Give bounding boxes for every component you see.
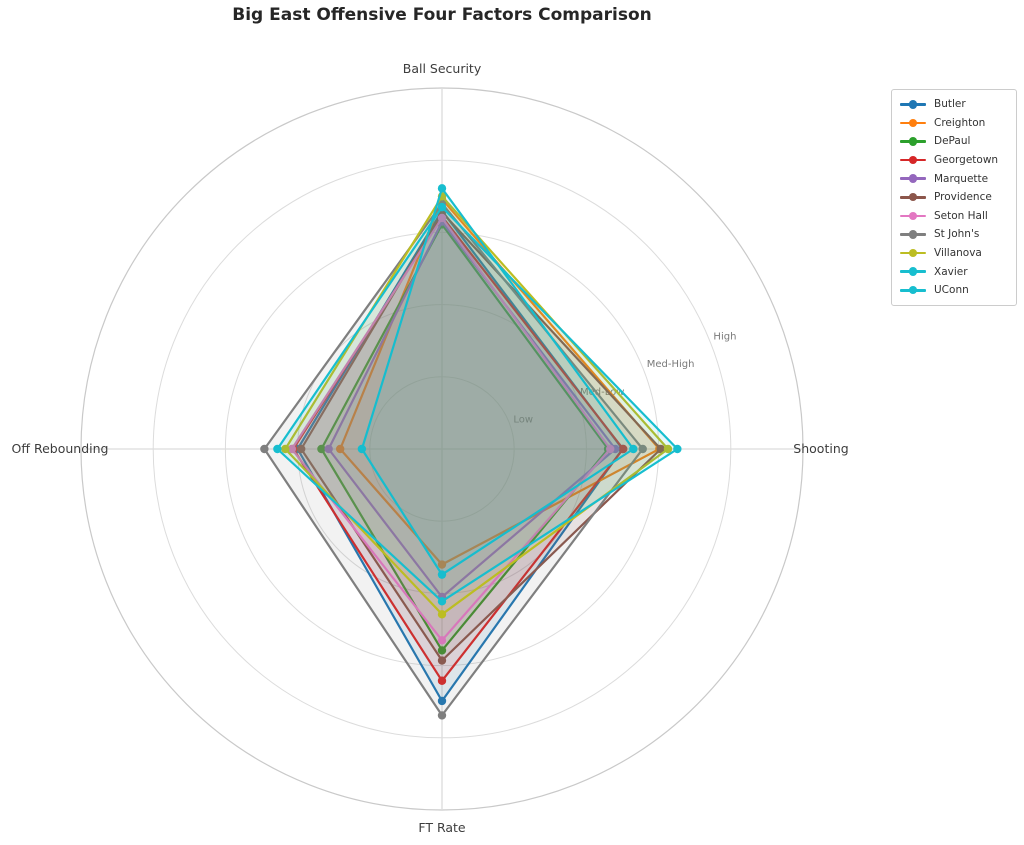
series-fill-depaul	[321, 224, 609, 651]
legend-dot-icon	[909, 193, 918, 202]
legend-item-providence: Providence	[900, 188, 1007, 207]
legend-dot-icon	[909, 267, 918, 276]
legend-label: St John's	[934, 228, 980, 241]
axis-label-ball-security: Ball Security	[403, 61, 482, 76]
legend-dot-icon	[909, 230, 918, 239]
series-marker-seton-hall	[437, 636, 447, 645]
series-marker-villanova	[437, 610, 447, 619]
series-marker-villanova	[281, 444, 290, 454]
legend-item-marquette: Marquette	[900, 169, 1007, 188]
series-marker-creighton	[335, 444, 345, 454]
legend-line-marker-icon	[900, 174, 926, 183]
legend-label: Xavier	[934, 265, 968, 278]
series-fill-georgetown	[293, 216, 624, 681]
series-fill-marquette	[328, 221, 616, 597]
legend-line-marker-icon	[900, 137, 926, 146]
series-marker-depaul	[317, 444, 326, 454]
legend-dot-icon	[909, 211, 918, 221]
series-marker-villanova	[663, 444, 673, 454]
legend-dot-icon	[909, 137, 918, 146]
series-fill-providence	[301, 212, 661, 661]
chart-title: Big East Offensive Four Factors Comparis…	[232, 5, 652, 25]
legend-label: Marquette	[934, 172, 989, 185]
series-marker-xavier	[437, 570, 447, 579]
radial-tick-label: High	[713, 332, 736, 343]
legend-line-marker-icon	[900, 267, 926, 276]
series-marker-providence	[437, 656, 447, 665]
legend-dot-icon	[909, 100, 918, 109]
radial-tick-label: Med-Low	[580, 387, 624, 398]
series-marker-creighton	[437, 560, 447, 569]
legend-label: DePaul	[934, 135, 971, 148]
legend-line-marker-icon	[900, 118, 926, 128]
series-fill-villanova	[285, 196, 668, 615]
legend-dot-icon	[909, 155, 918, 165]
legend-label: UConn	[934, 284, 969, 297]
series-marker-seton-hall	[287, 444, 297, 454]
series-marker-uconn	[673, 444, 682, 454]
legend-line-marker-icon	[900, 193, 926, 202]
legend-dot-icon	[909, 174, 918, 183]
legend-line-marker-icon	[900, 100, 926, 109]
series-marker-georgetown	[619, 444, 628, 454]
series-marker-uconn	[437, 202, 447, 212]
series-marker-xavier	[629, 444, 638, 454]
legend-label: Creighton	[934, 116, 986, 129]
legend-dot-icon	[909, 286, 918, 295]
series-fill-creighton	[340, 199, 660, 565]
series-marker-butler	[437, 696, 447, 706]
series-marker-depaul	[437, 646, 447, 655]
legend-line-marker-icon	[900, 230, 926, 239]
legend-item-butler: Butler	[900, 95, 1007, 114]
legend-item-xavier: Xavier	[900, 262, 1007, 281]
series-fill-uconn	[277, 207, 678, 602]
axis-label-shooting: Shooting	[793, 441, 848, 456]
series-marker-seton-hall	[437, 213, 447, 223]
series-marker-providence	[297, 444, 306, 454]
legend-item-creighton: Creighton	[900, 114, 1007, 133]
axis-label-ft-rate: FT Rate	[418, 820, 466, 835]
legend-label: Villanova	[934, 247, 982, 260]
radial-tick-label: Low	[513, 414, 533, 425]
series-marker-xavier	[437, 184, 447, 193]
series-marker-marquette	[324, 444, 333, 454]
legend-label: Georgetown	[934, 154, 999, 167]
axis-label-off-rebounding: Off Rebounding	[12, 441, 109, 456]
legend-item-uconn: UConn	[900, 281, 1007, 300]
series-marker-seton-hall	[606, 444, 615, 454]
legend: Butler Creighton DePaul Georgetown Marquette…	[891, 89, 1017, 306]
legend-item-georgetown: Georgetown	[900, 151, 1007, 170]
series-marker-xavier	[357, 444, 367, 454]
series-marker-st-john-s	[260, 444, 269, 454]
series-marker-st-john-s	[437, 711, 447, 720]
legend-line-marker-icon	[900, 155, 926, 165]
series-marker-uconn	[437, 597, 447, 606]
legend-line-marker-icon	[900, 286, 926, 295]
legend-dot-icon	[909, 248, 918, 258]
series-marker-providence	[656, 444, 665, 454]
series-fill-xavier	[361, 188, 634, 575]
legend-label: Butler	[934, 98, 966, 111]
series-marker-st-john-s	[638, 444, 647, 454]
legend-item-depaul: DePaul	[900, 132, 1007, 151]
legend-item-villanova: Villanova	[900, 244, 1007, 263]
legend-dot-icon	[909, 118, 918, 128]
legend-item-seton-hall: Seton Hall	[900, 207, 1007, 226]
series-fill-butler	[297, 210, 623, 701]
series-marker-uconn	[273, 444, 282, 454]
legend-line-marker-icon	[900, 248, 926, 258]
legend-item-st-john-s: St John's	[900, 225, 1007, 244]
legend-label: Seton Hall	[934, 209, 988, 222]
radial-tick-label: Med-High	[647, 359, 695, 370]
legend-label: Providence	[934, 191, 992, 204]
legend-line-marker-icon	[900, 211, 926, 221]
series-marker-georgetown	[437, 676, 447, 685]
